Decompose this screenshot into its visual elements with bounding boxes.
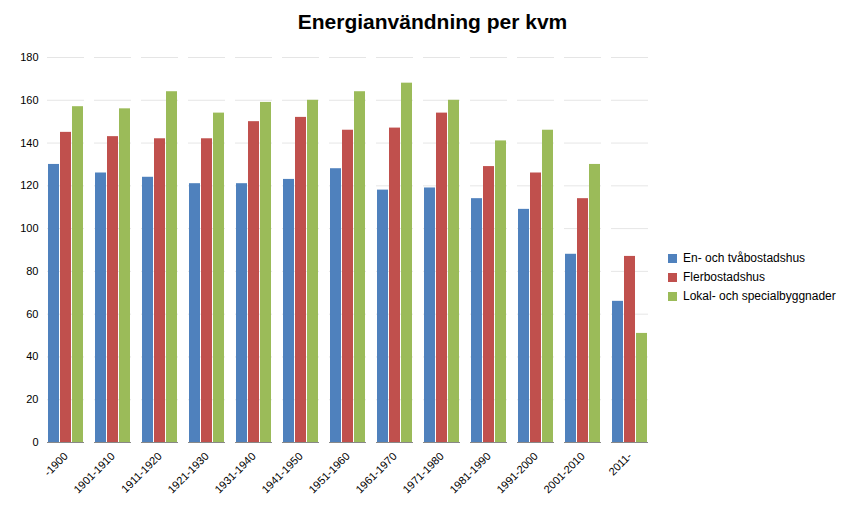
svg-text:180: 180 <box>20 51 38 63</box>
svg-text:140: 140 <box>20 137 38 149</box>
svg-text:1981-1990: 1981-1990 <box>447 450 493 496</box>
svg-text:1941-1950: 1941-1950 <box>259 450 305 496</box>
svg-text:0: 0 <box>32 436 38 448</box>
svg-text:120: 120 <box>20 179 38 191</box>
svg-text:100: 100 <box>20 222 38 234</box>
svg-text:60: 60 <box>26 308 38 320</box>
svg-text:1971-1980: 1971-1980 <box>400 450 446 496</box>
svg-text:160: 160 <box>20 94 38 106</box>
svg-text:1931-1940: 1931-1940 <box>212 450 258 496</box>
svg-text:20: 20 <box>26 393 38 405</box>
svg-text:-1900: -1900 <box>42 450 70 478</box>
svg-text:1911-1920: 1911-1920 <box>119 450 164 495</box>
svg-text:1951-1960: 1951-1960 <box>306 450 352 496</box>
svg-text:1921-1930: 1921-1930 <box>165 450 211 496</box>
svg-text:1961-1970: 1961-1970 <box>353 450 399 496</box>
svg-text:80: 80 <box>26 265 38 277</box>
svg-text:40: 40 <box>26 350 38 362</box>
html-text:Flerbostadshus: Flerbostadshus <box>683 270 765 284</box>
svg-text:2001-2010: 2001-2010 <box>541 450 587 496</box>
svg-text:2011-: 2011- <box>606 450 634 478</box>
svg-text:1991-2000: 1991-2000 <box>494 450 540 496</box>
html-text:En- och tvåbostadshus: En- och tvåbostadshus <box>683 251 806 265</box>
html-text:Lokal- och specialbyggnader: Lokal- och specialbyggnader <box>683 289 836 303</box>
svg-text:1901-1910: 1901-1910 <box>71 450 117 496</box>
html-text:Energianvändning per kvm: Energianvändning per kvm <box>297 10 568 33</box>
